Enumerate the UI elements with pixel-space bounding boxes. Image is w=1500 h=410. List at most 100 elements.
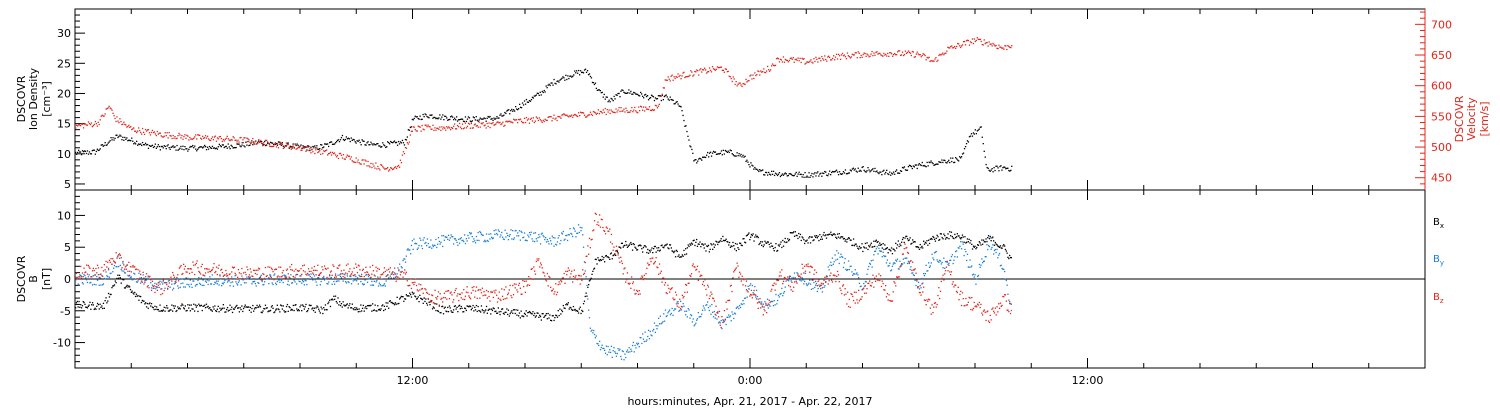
data-point (609, 258, 611, 260)
data-point (180, 137, 182, 139)
data-point (560, 313, 562, 315)
data-point (177, 274, 179, 276)
data-point (575, 310, 577, 312)
data-point (561, 310, 564, 313)
data-point (1003, 244, 1005, 246)
data-point (86, 281, 89, 284)
data-point (279, 276, 281, 278)
data-point (798, 236, 801, 238)
data-point (534, 316, 537, 318)
data-point (150, 287, 153, 289)
data-point (817, 287, 819, 290)
data-point (147, 275, 149, 277)
data-point (877, 253, 879, 255)
data-point (814, 60, 816, 63)
data-point (486, 122, 488, 125)
data-point (680, 78, 682, 80)
data-point (158, 281, 160, 283)
data-point (666, 96, 668, 98)
data-point (617, 109, 619, 111)
data-point (330, 154, 333, 156)
data-point (382, 285, 384, 287)
data-point (557, 237, 559, 239)
data-point (752, 292, 754, 294)
data-point (307, 310, 309, 312)
data-point (376, 310, 378, 312)
data-point (446, 298, 448, 300)
data-point (580, 111, 582, 113)
data-point (748, 80, 750, 82)
data-point (202, 274, 204, 276)
data-point (251, 307, 253, 310)
data-point (193, 147, 195, 149)
data-point (528, 276, 530, 278)
data-point (249, 306, 251, 309)
data-point (636, 342, 638, 344)
data-point (645, 93, 647, 96)
data-point (509, 120, 511, 122)
data-point (855, 273, 857, 275)
data-point (527, 101, 530, 103)
data-point (162, 309, 164, 311)
data-point (715, 314, 717, 316)
data-point (829, 56, 831, 59)
data-point (885, 262, 888, 264)
data-point (880, 250, 883, 252)
data-point (217, 267, 219, 269)
data-point (197, 148, 199, 150)
data-point (133, 266, 135, 268)
data-point (77, 283, 79, 285)
data-point (942, 267, 944, 269)
data-point (793, 231, 795, 233)
data-point (125, 285, 127, 288)
data-point (629, 282, 631, 284)
data-point (782, 239, 784, 242)
data-point (381, 146, 383, 148)
data-point (145, 279, 148, 281)
data-point (99, 277, 101, 279)
data-point (280, 279, 283, 282)
data-point (865, 55, 867, 57)
data-point (344, 305, 346, 307)
data-point (316, 284, 318, 286)
data-point (210, 283, 212, 285)
data-point (505, 236, 507, 238)
data-point (382, 142, 384, 144)
data-point (232, 147, 234, 149)
data-point (851, 244, 853, 247)
data-point (319, 312, 321, 314)
data-point (901, 241, 903, 243)
data-point (358, 274, 360, 276)
data-point (264, 278, 267, 280)
data-point (538, 316, 540, 318)
data-point (494, 118, 496, 120)
data-point (714, 244, 716, 246)
data-point (807, 283, 809, 286)
data-point (93, 149, 95, 151)
data-point (383, 167, 385, 169)
data-point (303, 147, 305, 149)
data-point (734, 313, 737, 315)
data-point (356, 140, 358, 142)
data-point (982, 262, 984, 264)
data-point (402, 296, 404, 298)
data-point (832, 233, 834, 235)
data-point (604, 352, 607, 354)
data-point (542, 91, 544, 94)
data-point (699, 241, 701, 243)
data-point (922, 247, 924, 249)
data-point (193, 264, 195, 266)
data-point (611, 356, 613, 358)
data-point (129, 139, 131, 142)
data-point (366, 274, 368, 276)
data-point (794, 231, 796, 233)
data-point (229, 273, 231, 275)
data-point (587, 74, 590, 76)
data-point (186, 309, 188, 312)
data-point (820, 284, 823, 286)
data-point (566, 78, 568, 81)
data-point (148, 132, 151, 134)
data-point (319, 148, 321, 150)
data-point (534, 240, 536, 243)
data-point (925, 264, 927, 266)
